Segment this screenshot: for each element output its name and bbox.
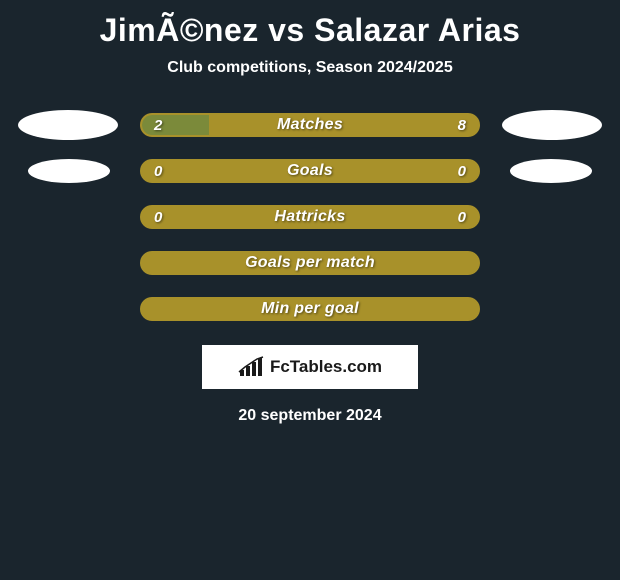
- stat-bar-shell: 0 Hattricks 0: [140, 205, 480, 229]
- brand-text: FcTables.com: [270, 357, 382, 377]
- stat-label: Hattricks: [142, 207, 478, 227]
- stat-label: Matches: [142, 115, 478, 135]
- stat-label: Min per goal: [142, 299, 478, 319]
- stat-label: Goals per match: [142, 253, 478, 273]
- player-right-ellipse: [502, 110, 602, 140]
- brand-box: FcTables.com: [202, 345, 418, 389]
- stat-bar-shell: 0 Goals 0: [140, 159, 480, 183]
- stat-rows: 2 Matches 8 0 Goals 0 0 Hattricks 0: [0, 113, 620, 321]
- player-left-ellipse: [18, 110, 118, 140]
- page-title: JimÃ©nez vs Salazar Arias: [100, 12, 521, 49]
- stat-bar-shell: Min per goal: [140, 297, 480, 321]
- stat-value-right: 0: [458, 207, 466, 227]
- stat-bar-shell: Goals per match: [140, 251, 480, 275]
- stat-row-matches: 2 Matches 8: [0, 113, 620, 137]
- stat-label: Goals: [142, 161, 478, 181]
- bar-chart-icon: [238, 356, 266, 378]
- stat-row-min-per-goal: Min per goal: [0, 297, 620, 321]
- stat-bar-shell: 2 Matches 8: [140, 113, 480, 137]
- player-right-ellipse: [510, 159, 592, 183]
- infographic-container: JimÃ©nez vs Salazar Arias Club competiti…: [0, 0, 620, 425]
- stat-row-goals-per-match: Goals per match: [0, 251, 620, 275]
- page-subtitle: Club competitions, Season 2024/2025: [167, 59, 452, 77]
- stat-value-right: 0: [458, 161, 466, 181]
- stat-row-hattricks: 0 Hattricks 0: [0, 205, 620, 229]
- stat-row-goals: 0 Goals 0: [0, 159, 620, 183]
- stat-value-right: 8: [458, 115, 466, 135]
- footer-date: 20 september 2024: [238, 407, 381, 425]
- player-left-ellipse: [28, 159, 110, 183]
